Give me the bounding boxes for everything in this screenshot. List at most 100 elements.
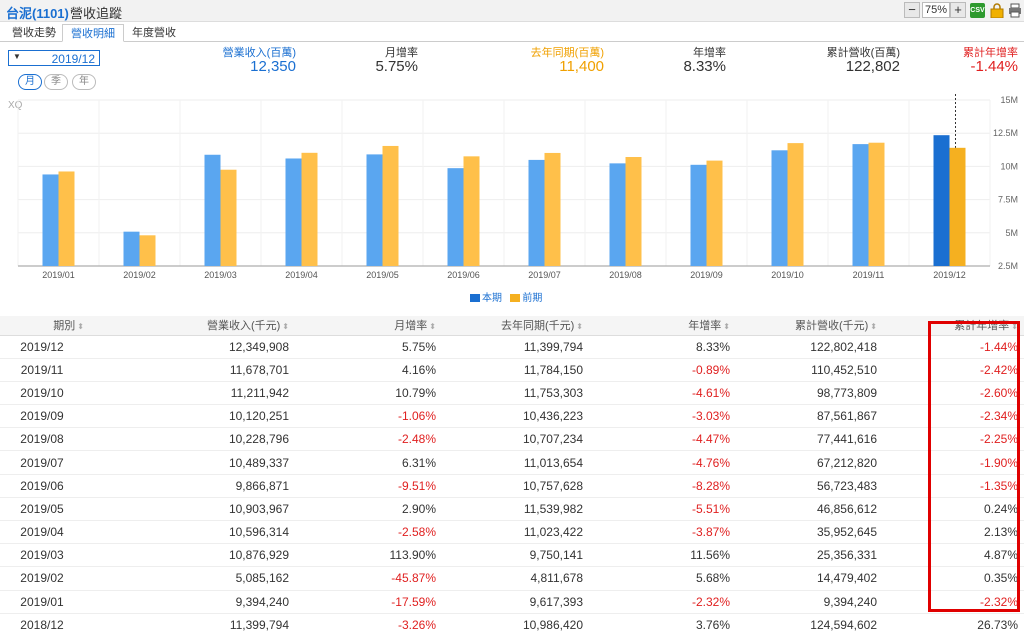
stat-revenue-value: 12,350 [250, 58, 296, 75]
freq-month-button[interactable]: 月 [18, 74, 42, 90]
cell-yoy: -3.87% [589, 520, 736, 545]
col-header-period[interactable]: 期別 ⬍ [0, 316, 90, 336]
sort-icon: ⬍ [1011, 322, 1018, 332]
cell-cumulative-yoy: -1.44% [883, 335, 1024, 359]
cell-mom: 5.75% [295, 335, 442, 359]
cell-mom: -9.51% [295, 474, 442, 498]
table-row[interactable]: 2019/02 5,085,162 -45.87% 4,811,678 5.68% 14,… [0, 566, 1024, 591]
table-row[interactable]: 2019/07 10,489,337 6.31% 11,013,654 -4.76% 67… [0, 450, 1024, 475]
cell-yoy: 8.33% [589, 335, 736, 359]
table-row[interactable]: 2019/08 10,228,796 -2.48% 10,707,234 -4.47% 7… [0, 427, 1024, 452]
cell-cumulative: 124,594,602 [736, 613, 883, 636]
stock-code: 台泥(1101) [6, 6, 69, 21]
bar-current [447, 168, 464, 266]
stat-mom-label: 月增率 [385, 47, 418, 59]
x-tick-label: 2019/08 [609, 270, 642, 280]
cell-cumulative-yoy: 0.35% [883, 566, 1024, 591]
sort-icon: ⬍ [723, 322, 730, 332]
x-tick-label: 2019/03 [204, 270, 237, 280]
cell-cumulative-yoy: -2.34% [883, 404, 1024, 429]
cell-cumulative-yoy: -2.42% [883, 358, 1024, 382]
bar-previous [787, 143, 804, 266]
cell-mom: 6.31% [295, 450, 442, 475]
cell-period: 2019/01 [0, 590, 90, 614]
cell-cumulative: 9,394,240 [736, 590, 883, 614]
cell-lastyear: 4,811,678 [442, 566, 589, 591]
col-header-cumulative[interactable]: 累計營收(千元) ⬍ [736, 316, 883, 336]
table-row[interactable]: 2019/10 11,211,942 10.79% 11,753,303 -4.61% 9… [0, 381, 1024, 406]
cell-period: 2019/03 [0, 543, 90, 568]
csv-export-icon[interactable]: CSV [970, 3, 985, 18]
cell-mom: 4.16% [295, 358, 442, 382]
period-dropdown[interactable]: ▼ 2019/12 [8, 50, 100, 66]
cell-period: 2019/08 [0, 427, 90, 452]
table-row[interactable]: 2019/03 10,876,929 113.90% 9,750,141 11.56% 2… [0, 543, 1024, 568]
table-row[interactable]: 2019/12 12,349,908 5.75% 11,399,794 8.33% 122… [0, 335, 1024, 359]
cell-cumulative-yoy: -1.35% [883, 474, 1024, 498]
cell-cumulative: 77,441,616 [736, 427, 883, 452]
revenue-table: 期別 ⬍ 營業收入(千元) ⬍ 月增率 ⬍ 去年同期(千元) ⬍ 年增率 ⬍ 累計營收(千… [0, 316, 1024, 636]
tab-annual-revenue[interactable]: 年度營收 [132, 27, 176, 39]
x-tick-label: 2019/04 [285, 270, 318, 280]
cell-period: 2019/07 [0, 450, 90, 475]
bar-previous [868, 142, 885, 266]
tab-bar: 營收走勢 營收明細 年度營收 [0, 22, 1024, 42]
cell-yoy: -3.03% [589, 404, 736, 429]
table-row[interactable]: 2019/11 11,678,701 4.16% 11,784,150 -0.89% 11… [0, 358, 1024, 382]
cell-revenue: 10,876,929 [90, 543, 295, 568]
freq-quarter-button[interactable]: 季 [44, 74, 68, 90]
cell-revenue: 5,085,162 [90, 566, 295, 591]
cell-revenue: 12,349,908 [90, 335, 295, 359]
stat-revenue-label: 營業收入(百萬) [222, 47, 296, 59]
cell-revenue: 9,866,871 [90, 474, 295, 498]
cell-lastyear: 11,013,654 [442, 450, 589, 475]
bar-current [42, 174, 59, 266]
cell-revenue: 10,903,967 [90, 497, 295, 522]
stat-lastyear-value: 11,400 [559, 58, 604, 75]
table-row[interactable]: 2019/01 9,394,240 -17.59% 9,617,393 -2.32% 9,… [0, 590, 1024, 614]
col-header-cumulative-yoy[interactable]: 累計年增率 ⬍ [883, 316, 1024, 336]
cell-cumulative: 14,479,402 [736, 566, 883, 591]
tab-revenue-trend[interactable]: 營收走勢 [12, 27, 56, 39]
bar-current [771, 150, 788, 266]
table-row[interactable]: 2019/06 9,866,871 -9.51% 10,757,628 -8.28% 56… [0, 474, 1024, 498]
lock-icon[interactable] [990, 3, 1004, 18]
zoom-out-button[interactable]: − [904, 2, 920, 18]
cell-lastyear: 9,617,393 [442, 590, 589, 614]
cell-yoy: 3.76% [589, 613, 736, 636]
cell-mom: -17.59% [295, 590, 442, 614]
zoom-in-button[interactable]: + [950, 2, 966, 18]
col-header-mom[interactable]: 月增率 ⬍ [295, 316, 442, 336]
stat-cumulative-yoy-value: -1.44% [970, 58, 1018, 75]
cell-yoy: -0.89% [589, 358, 736, 382]
col-header-lastyear[interactable]: 去年同期(千元) ⬍ [442, 316, 589, 336]
cell-period: 2019/12 [0, 335, 90, 359]
cell-yoy: -2.32% [589, 590, 736, 614]
cell-revenue: 10,596,314 [90, 520, 295, 545]
bar-previous [382, 145, 399, 266]
x-tick-label: 2019/06 [447, 270, 480, 280]
freq-year-button[interactable]: 年 [72, 74, 96, 90]
stat-cumulative-label: 累計營收(百萬) [826, 47, 900, 59]
cell-mom: 113.90% [295, 543, 442, 568]
table-row[interactable]: 2019/04 10,596,314 -2.58% 11,023,422 -3.87% 3… [0, 520, 1024, 545]
bar-current [933, 135, 950, 266]
stat-yoy-label: 年增率 [693, 47, 726, 59]
tab-revenue-detail[interactable]: 營收明細 [62, 24, 124, 42]
bar-current [690, 164, 707, 266]
cell-cumulative: 110,452,510 [736, 358, 883, 382]
table-row[interactable]: 2018/12 11,399,794 -3.26% 10,986,420 3.76% 12… [0, 613, 1024, 636]
cell-lastyear: 10,757,628 [442, 474, 589, 498]
bar-current [123, 231, 140, 266]
table-row[interactable]: 2019/05 10,903,967 2.90% 11,539,982 -5.51% 46… [0, 497, 1024, 522]
col-header-yoy[interactable]: 年增率 ⬍ [589, 316, 736, 336]
bar-current [852, 144, 869, 266]
cell-cumulative-yoy: 26.73% [883, 613, 1024, 636]
cell-yoy: -8.28% [589, 474, 736, 498]
zoom-level[interactable]: 75% [922, 2, 950, 18]
table-row[interactable]: 2019/09 10,120,251 -1.06% 10,436,223 -3.03% 8… [0, 404, 1024, 429]
stat-yoy-value: 8.33% [683, 58, 726, 75]
cell-lastyear: 10,707,234 [442, 427, 589, 452]
print-icon[interactable] [1008, 3, 1022, 18]
col-header-revenue[interactable]: 營業收入(千元) ⬍ [90, 316, 295, 336]
